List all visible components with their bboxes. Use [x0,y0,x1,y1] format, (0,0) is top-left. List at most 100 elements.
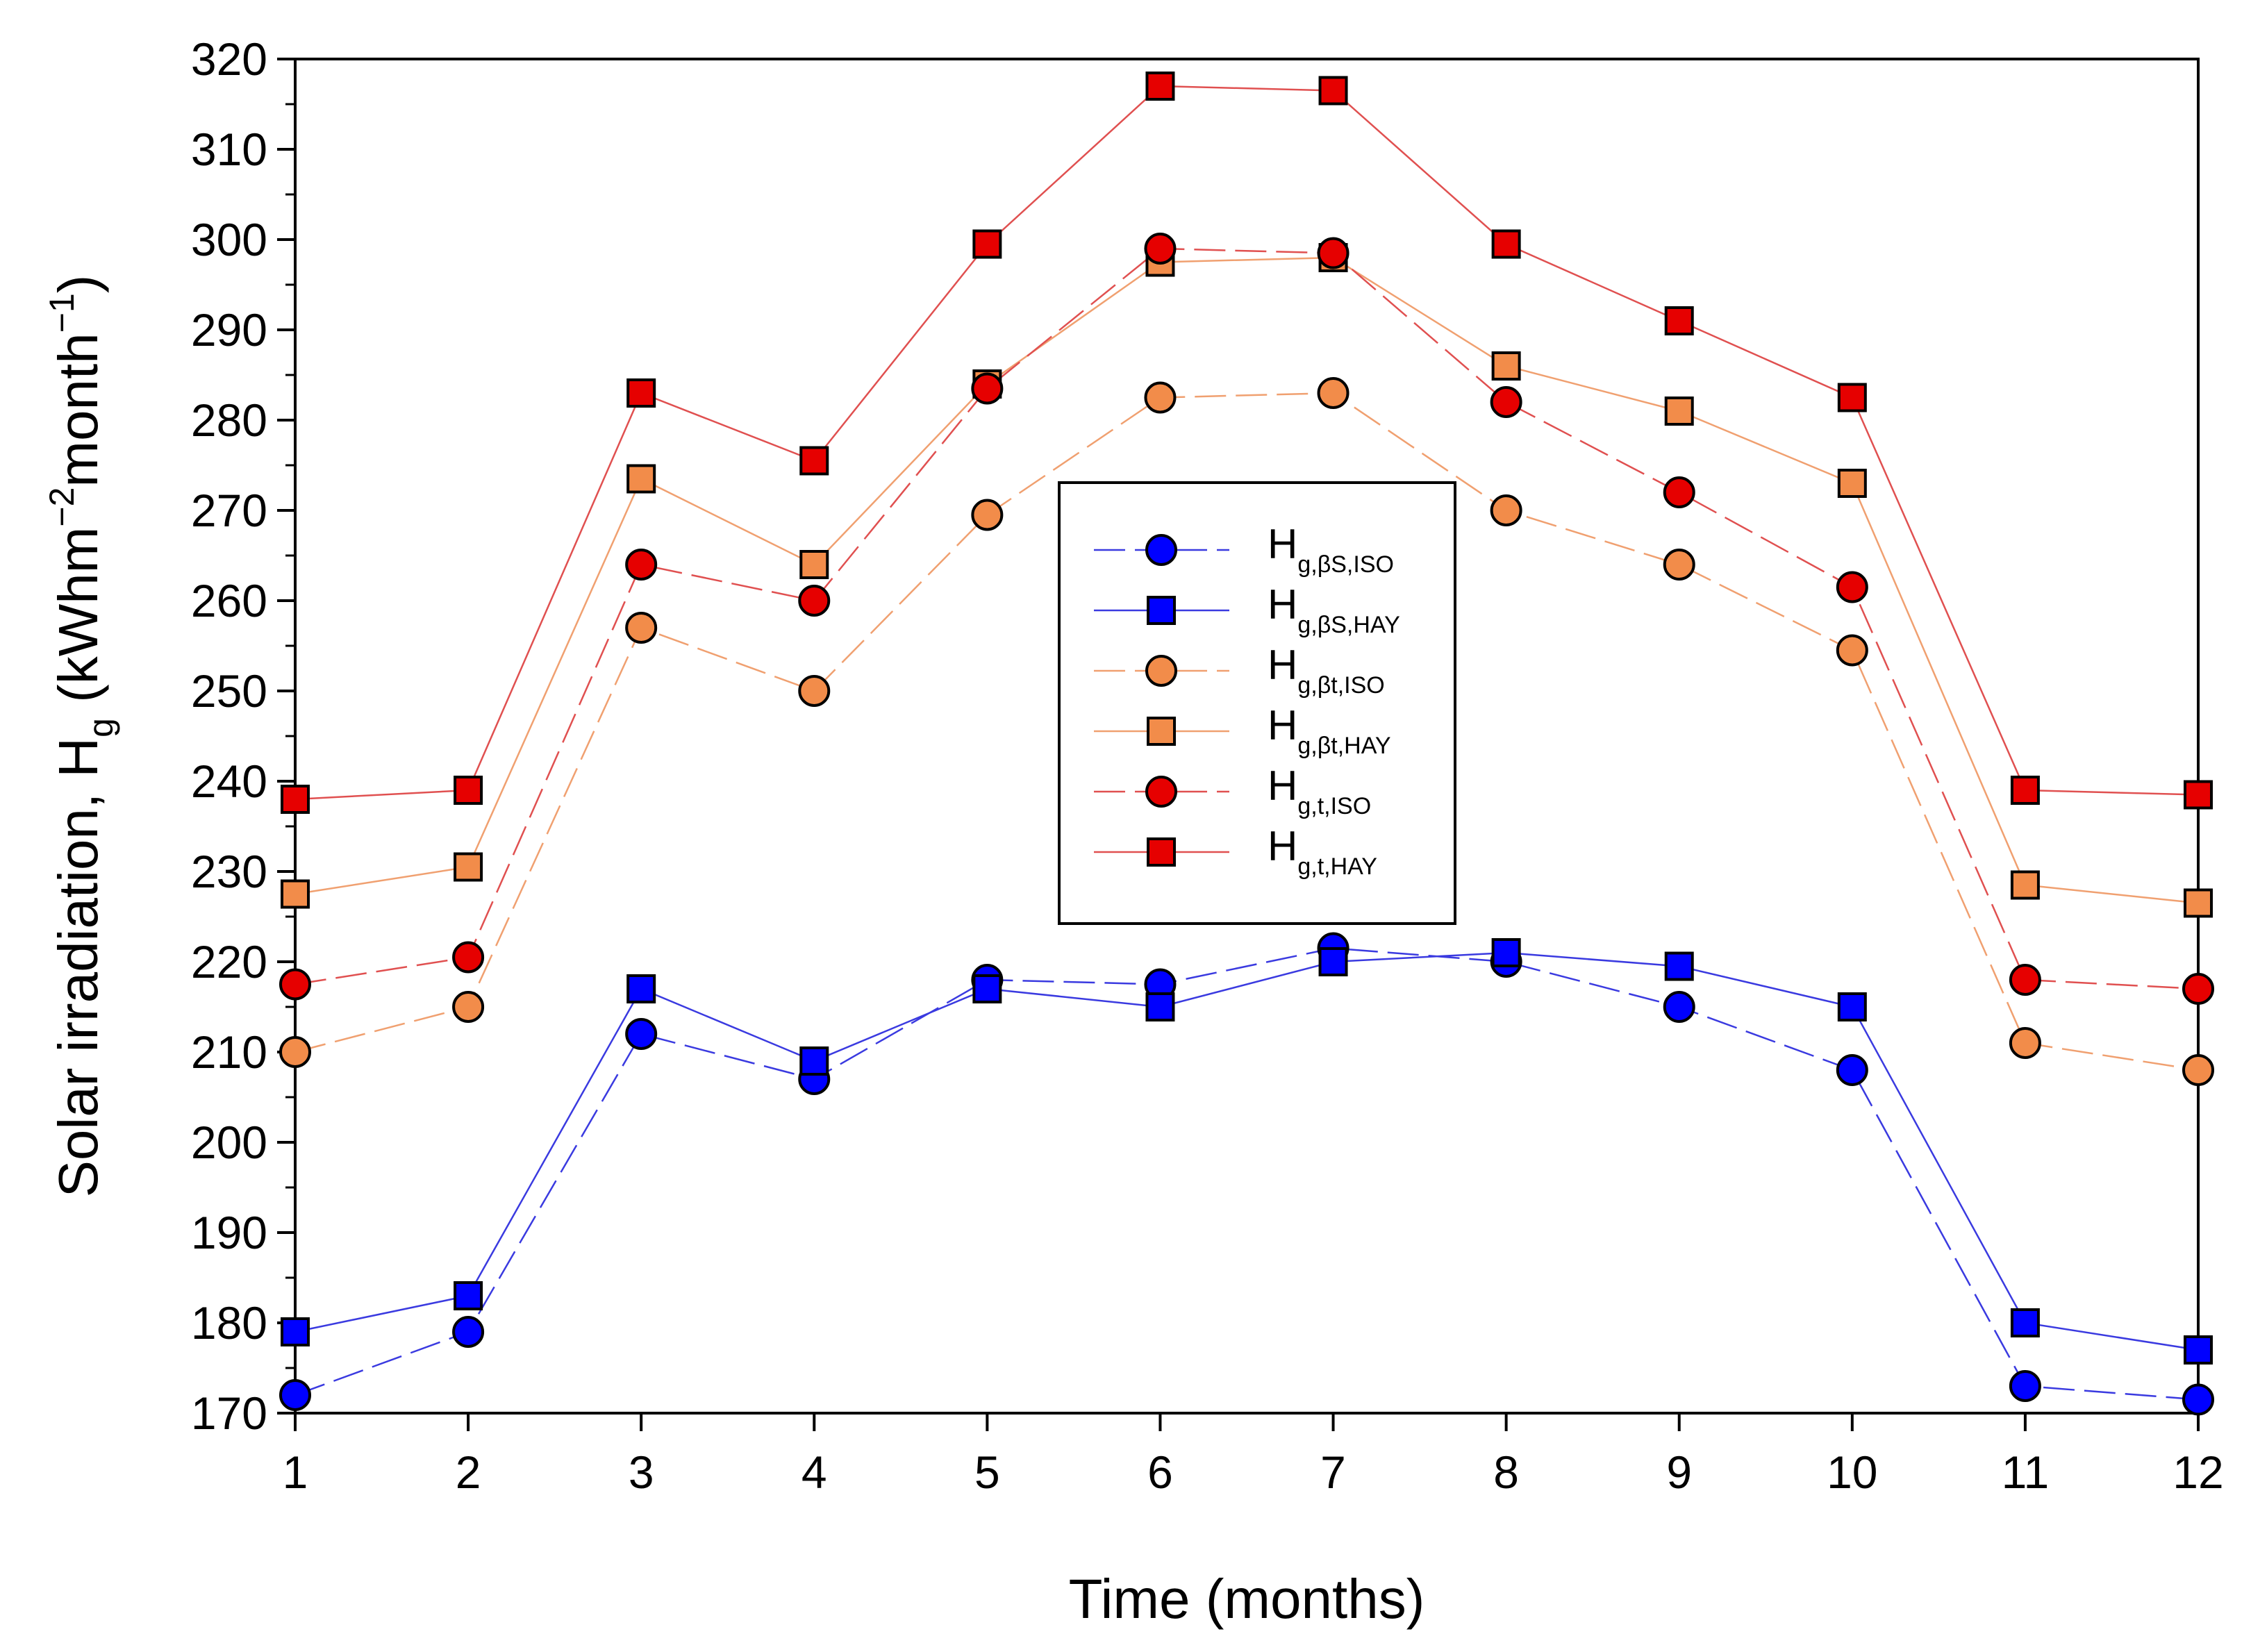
s2-point [1491,938,1521,967]
s2-point [1145,992,1175,1021]
s5-point [798,585,831,617]
s6-point [972,229,1002,259]
legend-marker [1147,596,1176,625]
legend-marker [1145,534,1177,566]
s1-point [2182,1383,2214,1416]
y-tick-label: 210 [191,1026,267,1078]
s1-point [1663,991,1695,1023]
legend-label: Hg,t,ISO [1268,762,1371,819]
s3-point [2182,1054,2214,1086]
s3-point [1144,381,1177,414]
s6-point [2184,780,2213,810]
s6-point [1837,383,1867,412]
s4-point [1491,351,1521,381]
s1-point [625,1018,658,1050]
s3-point [2009,1027,2041,1059]
s1-point [2009,1370,2041,1402]
x-tick-label: 5 [974,1446,1000,1498]
y-tick-label: 230 [191,846,267,897]
s1-point [452,1316,485,1348]
legend-label: Hg,βt,ISO [1268,642,1385,699]
s6-line [294,85,2199,801]
s5-point [1144,233,1177,265]
x-tick-label: 2 [456,1446,481,1498]
s4-point [281,879,310,909]
s6-point [1491,229,1521,259]
x-tick-label: 3 [629,1446,654,1498]
s3-point [1663,549,1695,581]
x-tick-label: 7 [1320,1446,1346,1498]
y-tick-label: 320 [191,33,267,85]
s4-point [2184,888,2213,918]
s5-point [2009,964,2041,996]
s5-point [625,549,658,581]
s5-line [294,247,2199,990]
s4-point [626,464,656,494]
y-tick-label: 170 [191,1387,267,1439]
y-axis-title: Solar irradiation, Hg (kWhm−2month−1) [42,275,120,1198]
s6-point [1145,72,1175,101]
legend-marker [1147,837,1176,867]
x-tick-label: 1 [283,1446,308,1498]
s3-point [971,499,1004,531]
axis-ticks: 1701801902002102202302402502602702802903… [191,33,2224,1498]
legend-box [1058,481,1456,925]
s2-line [294,951,2199,1351]
y-tick-label: 310 [191,124,267,175]
legend-label: Hg,βS,ISO [1268,521,1394,578]
s3-point [279,1036,311,1068]
y-tick-label: 250 [191,665,267,717]
s3-point [1317,377,1349,409]
s2-point [2010,1308,2040,1337]
s5-point [1317,237,1349,269]
s2-point [1837,992,1867,1021]
s5-point [1836,571,1868,603]
s3-line [294,392,2199,1071]
s5-point [1490,386,1522,418]
s6-point [454,776,483,805]
s1-point [279,1379,311,1411]
s6-point [799,446,829,476]
y-tick-label: 290 [191,304,267,356]
s6-point [1664,306,1694,335]
s2-point [281,1317,310,1346]
x-tick-label: 8 [1493,1446,1519,1498]
s1-point [1836,1054,1868,1086]
y-tick-label: 270 [191,485,267,536]
y-tick-label: 240 [191,756,267,807]
x-tick-label: 6 [1147,1446,1173,1498]
legend-label: Hg,βt,HAY [1268,702,1391,759]
s1-line [294,947,2199,1401]
s5-point [971,372,1004,405]
s3-point [1836,634,1868,667]
s5-point [279,968,311,1001]
x-tick-label: 4 [801,1446,827,1498]
legend-marker [1147,717,1176,746]
series-markers [279,72,2214,1416]
y-tick-label: 260 [191,575,267,626]
s6-point [1318,76,1348,106]
s3-point [452,991,485,1023]
legend: Hg,βS,ISOHg,βS,HAYHg,βt,ISOHg,βt,HAYHg,t… [1058,481,1456,925]
y-tick-label: 190 [191,1207,267,1258]
legend-label: Hg,βS,HAY [1268,581,1400,638]
s2-point [2184,1335,2213,1365]
s5-point [452,941,485,974]
y-tick-label: 200 [191,1117,267,1168]
s2-point [626,974,656,1003]
y-tick-label: 180 [191,1297,267,1349]
s4-point [454,852,483,882]
s3-point [798,675,831,707]
s6-point [626,378,656,408]
y-tick-label: 300 [191,214,267,265]
x-tick-label: 10 [1827,1446,1877,1498]
s2-point [1664,951,1694,981]
legend-label: Hg,t,HAY [1268,823,1377,880]
y-tick-label: 280 [191,394,267,446]
s4-line [294,256,2199,904]
y-tick-label: 220 [191,936,267,987]
s5-point [1663,476,1695,508]
x-axis-title: Time (months) [1069,1568,1425,1630]
s4-point [799,550,829,579]
s4-point [1664,397,1694,426]
